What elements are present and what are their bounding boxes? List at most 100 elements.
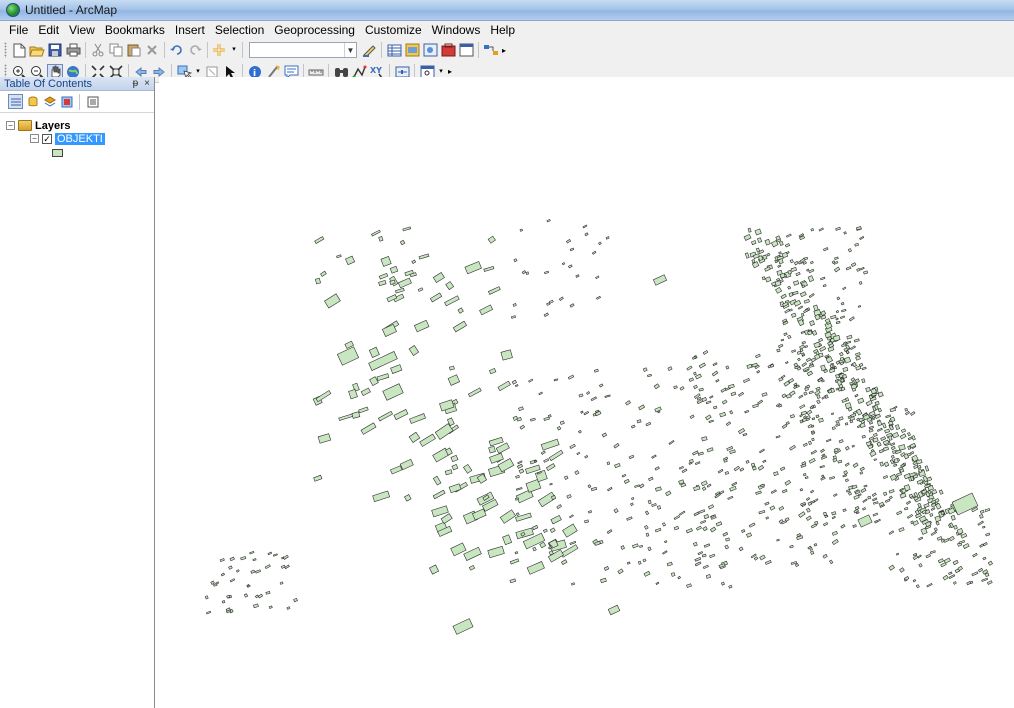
building-feature[interactable] xyxy=(853,494,860,500)
building-feature[interactable] xyxy=(724,544,729,550)
building-feature[interactable] xyxy=(756,370,761,374)
building-feature[interactable] xyxy=(745,460,750,464)
building-feature[interactable] xyxy=(888,424,894,431)
building-feature[interactable] xyxy=(940,510,945,516)
building-feature[interactable] xyxy=(648,476,654,482)
building-feature[interactable] xyxy=(823,247,829,252)
building-feature[interactable] xyxy=(548,545,553,550)
building-feature[interactable] xyxy=(936,536,943,541)
time-slider-icon[interactable] xyxy=(394,64,410,80)
building-feature[interactable] xyxy=(761,276,766,281)
building-feature[interactable] xyxy=(757,255,764,261)
building-feature[interactable] xyxy=(896,472,902,477)
building-feature[interactable] xyxy=(801,312,805,317)
building-feature[interactable] xyxy=(863,270,869,275)
building-feature[interactable] xyxy=(706,483,712,488)
building-feature[interactable] xyxy=(368,346,380,358)
building-feature[interactable] xyxy=(569,443,576,449)
building-feature[interactable] xyxy=(844,445,850,451)
building-feature[interactable] xyxy=(791,312,797,318)
building-feature[interactable] xyxy=(673,525,680,531)
building-feature[interactable] xyxy=(701,397,708,402)
building-feature[interactable] xyxy=(888,495,893,500)
building-feature[interactable] xyxy=(620,545,625,550)
building-feature[interactable] xyxy=(578,393,584,398)
building-feature[interactable] xyxy=(742,377,750,383)
building-feature[interactable] xyxy=(860,487,867,493)
building-feature[interactable] xyxy=(917,554,922,559)
building-feature[interactable] xyxy=(697,451,704,456)
building-feature[interactable] xyxy=(737,427,746,435)
building-feature[interactable] xyxy=(680,482,687,488)
building-feature[interactable] xyxy=(873,458,877,461)
building-feature[interactable] xyxy=(452,618,474,635)
building-feature[interactable] xyxy=(792,290,799,296)
building-feature[interactable] xyxy=(693,371,697,376)
building-feature[interactable] xyxy=(705,414,712,421)
menu-help[interactable]: Help xyxy=(490,23,516,37)
building-feature[interactable] xyxy=(417,287,424,292)
building-feature[interactable] xyxy=(464,261,482,275)
building-feature[interactable] xyxy=(701,486,707,491)
building-feature[interactable] xyxy=(345,255,356,266)
building-feature[interactable] xyxy=(264,564,271,570)
building-feature[interactable] xyxy=(781,423,788,429)
building-feature[interactable] xyxy=(840,315,846,319)
building-feature[interactable] xyxy=(439,399,455,412)
building-feature[interactable] xyxy=(584,455,589,459)
options-icon[interactable] xyxy=(85,94,100,109)
building-feature[interactable] xyxy=(517,460,523,465)
building-feature[interactable] xyxy=(755,490,762,495)
building-feature[interactable] xyxy=(867,495,872,500)
building-feature[interactable] xyxy=(514,497,519,501)
building-feature[interactable] xyxy=(822,553,828,559)
building-feature[interactable] xyxy=(644,510,650,516)
building-feature[interactable] xyxy=(226,594,231,599)
building-feature[interactable] xyxy=(801,461,807,466)
building-feature[interactable] xyxy=(823,368,829,374)
building-feature[interactable] xyxy=(685,528,693,534)
building-feature[interactable] xyxy=(910,475,915,482)
building-feature[interactable] xyxy=(630,502,634,506)
building-feature[interactable] xyxy=(803,415,807,419)
building-feature[interactable] xyxy=(884,428,890,434)
building-feature[interactable] xyxy=(795,271,801,277)
building-feature[interactable] xyxy=(885,414,892,419)
menu-bookmarks[interactable]: Bookmarks xyxy=(104,23,165,37)
building-feature[interactable] xyxy=(831,426,836,430)
building-feature[interactable] xyxy=(386,294,398,303)
building-feature[interactable] xyxy=(859,471,864,475)
toolbar-grip[interactable] xyxy=(4,63,7,80)
building-feature[interactable] xyxy=(774,280,782,287)
building-feature[interactable] xyxy=(709,553,716,559)
building-feature[interactable] xyxy=(724,471,730,475)
building-feature[interactable] xyxy=(448,483,462,494)
building-feature[interactable] xyxy=(877,407,882,413)
building-feature[interactable] xyxy=(556,426,562,431)
building-feature[interactable] xyxy=(257,593,264,599)
building-feature[interactable] xyxy=(540,438,560,451)
building-feature[interactable] xyxy=(654,406,662,413)
building-feature[interactable] xyxy=(845,344,851,350)
building-feature[interactable] xyxy=(742,432,748,437)
building-feature[interactable] xyxy=(497,380,511,392)
building-feature[interactable] xyxy=(925,491,931,498)
building-feature[interactable] xyxy=(293,597,298,603)
add-data-dropdown-icon[interactable]: ▾ xyxy=(232,46,236,53)
copy-icon[interactable] xyxy=(108,42,124,58)
building-feature[interactable] xyxy=(593,368,599,373)
building-feature[interactable] xyxy=(576,451,581,456)
building-feature[interactable] xyxy=(977,520,984,526)
building-feature[interactable] xyxy=(802,260,807,265)
building-feature[interactable] xyxy=(804,386,809,392)
building-feature[interactable] xyxy=(790,561,798,565)
building-feature[interactable] xyxy=(254,594,259,599)
building-feature[interactable] xyxy=(860,266,865,271)
building-feature[interactable] xyxy=(862,498,868,503)
building-feature[interactable] xyxy=(483,266,495,272)
building-feature[interactable] xyxy=(785,361,789,364)
building-feature[interactable] xyxy=(775,402,781,408)
building-feature[interactable] xyxy=(378,280,387,287)
map-scale-combobox[interactable]: ▼ xyxy=(249,42,357,58)
building-feature[interactable] xyxy=(595,275,600,280)
